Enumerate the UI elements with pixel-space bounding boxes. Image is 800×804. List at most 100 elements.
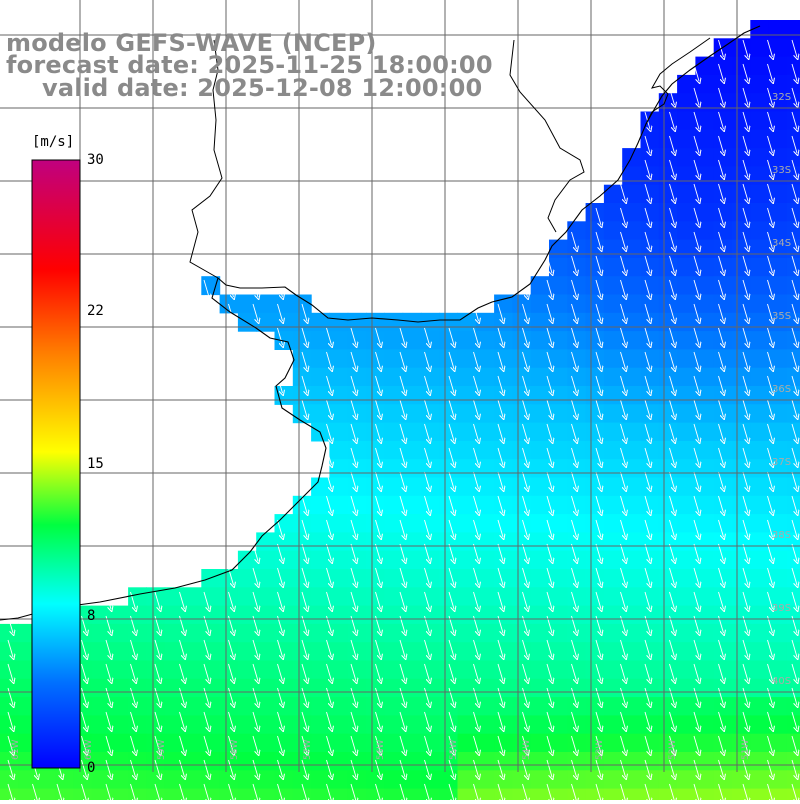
wind-cell <box>164 587 184 607</box>
wind-cell <box>366 477 385 497</box>
wind-cell <box>366 532 385 552</box>
wind-cell <box>384 550 404 570</box>
wind-arrow <box>326 687 332 705</box>
wind-cell <box>274 532 294 552</box>
wind-arrow <box>620 759 626 777</box>
wind-arrow <box>669 183 675 201</box>
wind-cell <box>494 733 513 753</box>
wind-cell <box>402 422 422 442</box>
wind-cell <box>549 733 568 753</box>
wind-cell <box>658 111 678 131</box>
wind-cell <box>695 349 715 369</box>
wind-cell <box>439 715 459 735</box>
wind-arrow <box>644 399 650 417</box>
wind-cell <box>677 312 696 332</box>
wind-cell <box>402 386 422 405</box>
wind-arrow <box>375 591 381 609</box>
wind-cell <box>366 752 385 771</box>
wind-cell <box>732 93 751 113</box>
wind-cell <box>274 550 294 570</box>
wind-cell <box>494 312 513 332</box>
wind-cell <box>457 367 477 387</box>
wind-arrow <box>424 711 430 729</box>
wind-arrow <box>154 663 160 681</box>
wind-cell <box>512 715 532 735</box>
wind-arrow <box>742 375 748 393</box>
wind-cell <box>567 349 587 369</box>
coastline-argentina <box>0 277 327 621</box>
latitude-label: 39S <box>772 603 791 614</box>
wind-cell <box>732 129 751 149</box>
wind-cell <box>549 312 568 332</box>
wind-arrow <box>742 543 748 561</box>
wind-arrow <box>693 255 699 273</box>
wind-arrow <box>571 351 577 369</box>
wind-arrow <box>767 183 773 201</box>
wind-arrow <box>473 375 479 393</box>
wind-arrow <box>791 591 797 609</box>
wind-cell <box>530 294 550 314</box>
wind-arrow <box>326 759 332 777</box>
wind-cell <box>603 257 623 277</box>
wind-cell <box>695 56 715 76</box>
wind-arrow <box>375 543 381 561</box>
wind-arrow <box>669 495 675 513</box>
wind-arrow <box>620 255 626 273</box>
wind-cell <box>750 74 770 94</box>
wind-cell <box>146 642 166 662</box>
wind-arrow <box>742 471 748 489</box>
wind-arrow <box>56 783 62 800</box>
wind-arrow <box>522 303 528 321</box>
wind-arrow <box>277 663 283 681</box>
wind-cell <box>695 733 715 753</box>
wind-cell <box>695 642 715 662</box>
wind-cell <box>786 770 800 790</box>
wind-arrow <box>693 783 699 800</box>
wind-arrow <box>620 639 626 657</box>
wind-cell <box>311 331 330 350</box>
wind-cell <box>274 733 294 753</box>
wind-cell <box>658 367 678 387</box>
wind-arrow <box>742 711 748 729</box>
wind-cell <box>640 148 660 167</box>
wind-cell <box>713 56 733 76</box>
wind-arrow <box>399 639 405 657</box>
wind-cell <box>768 422 788 442</box>
wind-arrow <box>620 663 626 681</box>
wind-cell <box>475 587 495 607</box>
wind-arrow <box>326 471 332 489</box>
wind-cell <box>677 788 696 804</box>
wind-arrow <box>693 567 699 585</box>
wind-arrow <box>791 303 797 321</box>
wind-cell <box>603 569 623 588</box>
wind-cell <box>475 788 495 804</box>
wind-cell <box>237 605 257 625</box>
wind-cell <box>585 569 605 588</box>
wind-cell <box>750 532 770 552</box>
wind-cell <box>713 276 733 296</box>
wind-cell <box>494 495 513 515</box>
wind-arrow <box>644 255 650 273</box>
wind-cell <box>622 642 642 662</box>
wind-arrow <box>620 495 626 513</box>
wind-cell <box>0 770 19 790</box>
wind-cell <box>146 660 166 680</box>
wind-arrow <box>791 471 797 489</box>
wind-cell <box>311 715 330 735</box>
wind-cell <box>695 331 715 350</box>
wind-cell <box>549 715 568 735</box>
wind-arrow <box>693 447 699 465</box>
wind-arrow <box>497 375 503 393</box>
wind-cell <box>494 587 513 607</box>
wind-arrow <box>791 255 797 273</box>
wind-cell <box>439 312 459 332</box>
wind-cell <box>402 623 422 643</box>
wind-cell <box>329 733 349 753</box>
wind-arrow <box>301 663 307 681</box>
wind-cell <box>512 367 532 387</box>
wind-cell <box>439 367 459 387</box>
wind-cell <box>402 605 422 625</box>
wind-arrow <box>399 399 405 417</box>
wind-cell <box>420 678 440 698</box>
